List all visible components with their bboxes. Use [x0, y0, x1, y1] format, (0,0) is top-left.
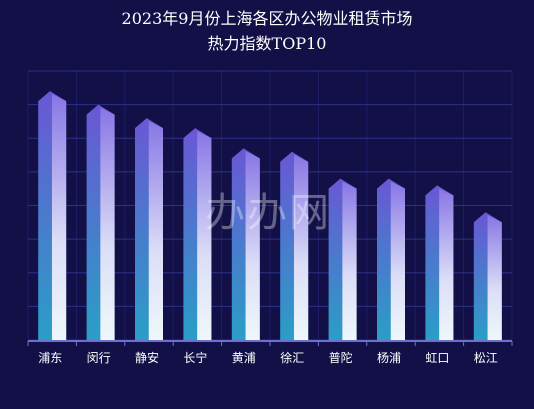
bar-松江 [473, 212, 502, 340]
bar-杨浦 [377, 178, 405, 340]
x-tick-label: 徐汇 [280, 350, 304, 365]
x-axis: 浦东 闵行 静安 长宁 黄浦 徐汇 普陀 杨浦 虹口 松江 [27, 340, 513, 365]
bar-highlight [439, 188, 454, 340]
x-tick-label: 杨浦 [377, 350, 401, 365]
bar-highlight [197, 131, 212, 340]
bar-普陀 [328, 178, 357, 340]
watermark: 办办网 [205, 190, 331, 236]
x-tick-label: 浦东 [38, 351, 62, 365]
bar-静安 [135, 118, 163, 340]
x-tick-label: 松江 [474, 351, 498, 365]
bar-highlight [293, 154, 309, 340]
bar-highlight [51, 94, 67, 340]
bar-虹口 [425, 185, 454, 340]
bar-highlight [342, 181, 357, 340]
bar-长宁 [183, 128, 212, 340]
bar-highlight [245, 151, 260, 340]
x-tick-label: 长宁 [183, 350, 207, 365]
x-tick-label: 普陀 [329, 350, 353, 365]
bar-黄浦 [231, 148, 260, 340]
x-tick-label: 闵行 [87, 350, 111, 365]
bar-浦东 [38, 91, 67, 340]
x-tick-label: 静安 [135, 350, 159, 365]
chart-title: 2023年9月份上海各区办公物业租赁市场 [121, 9, 413, 28]
x-tick-label: 虹口 [425, 351, 449, 365]
bar-highlight [390, 181, 405, 340]
bar-highlight [148, 121, 163, 340]
bar-徐汇 [280, 151, 309, 340]
bar-闵行 [86, 104, 115, 340]
chart-subtitle: 热力指数TOP10 [207, 34, 327, 53]
bar-highlight [100, 107, 115, 340]
x-tick-label: 黄浦 [232, 351, 256, 365]
bars [38, 91, 502, 340]
bar-highlight [487, 215, 502, 340]
